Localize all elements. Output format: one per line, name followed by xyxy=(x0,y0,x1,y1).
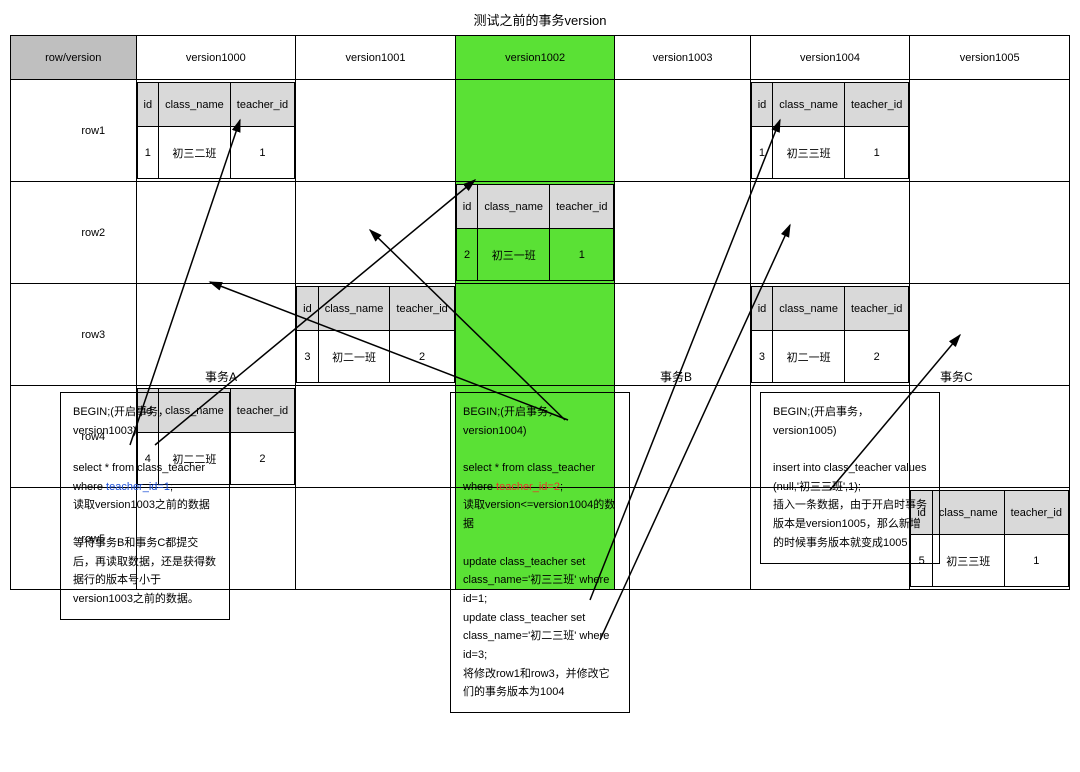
cell-r3-c6 xyxy=(910,284,1070,386)
txc-note1: 插入一条数据，由于开启时事务版本是version1005，那么新增的时候事务版本… xyxy=(773,496,927,552)
mini-table: idclass_nameteacher_id3初二一班2 xyxy=(751,286,910,383)
txb-note2: 将修改row1和row3，并修改它们的事务版本为1004 xyxy=(463,665,617,702)
header-version1005: version1005 xyxy=(910,36,1070,80)
page-title: 测试之前的事务version xyxy=(0,0,1080,37)
txa-teacher: teacher_id=1 xyxy=(106,481,170,493)
header-rowversion: row/version xyxy=(11,36,137,80)
header-version1000: version1000 xyxy=(136,36,296,80)
cell-r3-c5: idclass_nameteacher_id3初二一班2 xyxy=(750,284,910,386)
txc-sql1: insert into class_teacher values (null,'… xyxy=(773,459,927,496)
mini-table: idclass_nameteacher_id2初三一班1 xyxy=(456,184,615,281)
cell-r1-c6 xyxy=(910,80,1070,182)
tx-c-box: BEGIN;(开启事务，version1005) insert into cla… xyxy=(760,392,940,564)
txa-begin: BEGIN;(开启事务，version1003) xyxy=(73,403,217,440)
mini-table: idclass_nameteacher_id3初二一班2 xyxy=(296,286,455,383)
txa-note1: 读取version1003之前的数据 xyxy=(73,496,217,515)
mini-table: idclass_nameteacher_id1初三二班1 xyxy=(137,82,296,179)
tx-a-box: BEGIN;(开启事务，version1003) select * from c… xyxy=(60,392,230,620)
txb-sql2: update class_teacher set class_name='初三三… xyxy=(463,553,617,609)
header-version1004: version1004 xyxy=(750,36,910,80)
txa-note2: 等待事务B和事务C都提交后，再读取数据，还是获得数据行的版本号小于version… xyxy=(73,534,217,609)
cell-r1-c3 xyxy=(455,80,615,182)
header-version1003: version1003 xyxy=(615,36,750,80)
cell-r1-c5: idclass_nameteacher_id1初三三班1 xyxy=(750,80,910,182)
cell-r2-c6 xyxy=(910,182,1070,284)
txa-semi: ; xyxy=(170,481,173,493)
tx-c-label: 事务C xyxy=(940,368,973,385)
cell-r2-c5 xyxy=(750,182,910,284)
cell-r1-c2 xyxy=(296,80,456,182)
tx-b-box: BEGIN;(开启事务，version1004) select * from c… xyxy=(450,392,630,713)
cell-r2-c1 xyxy=(136,182,296,284)
header-version1001: version1001 xyxy=(296,36,456,80)
txb-begin: BEGIN;(开启事务，version1004) xyxy=(463,403,617,440)
cell-r2-c4 xyxy=(615,182,750,284)
txb-note1: 读取version<=version1004的数据 xyxy=(463,496,617,533)
cell-r5-c2 xyxy=(296,488,456,590)
txb-semi: ; xyxy=(560,481,563,493)
cell-r2-c0: row2 xyxy=(11,182,137,284)
cell-r2-c3: idclass_nameteacher_id2初三一班1 xyxy=(455,182,615,284)
cell-r1-c1: idclass_nameteacher_id1初三二班1 xyxy=(136,80,296,182)
cell-r4-c2 xyxy=(296,386,456,488)
mini-table: idclass_nameteacher_id1初三三班1 xyxy=(751,82,910,179)
txc-begin: BEGIN;(开启事务，version1005) xyxy=(773,403,927,440)
tx-b-label: 事务B xyxy=(660,368,692,385)
cell-r5-c4 xyxy=(615,488,750,590)
cell-r1-c0: row1 xyxy=(11,80,137,182)
cell-r3-c0: row3 xyxy=(11,284,137,386)
cell-r3-c3 xyxy=(455,284,615,386)
cell-r1-c4 xyxy=(615,80,750,182)
cell-r3-c2: idclass_nameteacher_id3初二一班2 xyxy=(296,284,456,386)
cell-r4-c4 xyxy=(615,386,750,488)
txb-sql3: update class_teacher set class_name='初二三… xyxy=(463,609,617,665)
tx-a-label: 事务A xyxy=(205,368,237,385)
txb-teacher: teacher_id=2 xyxy=(496,481,560,493)
cell-r2-c2 xyxy=(296,182,456,284)
header-version1002: version1002 xyxy=(455,36,615,80)
